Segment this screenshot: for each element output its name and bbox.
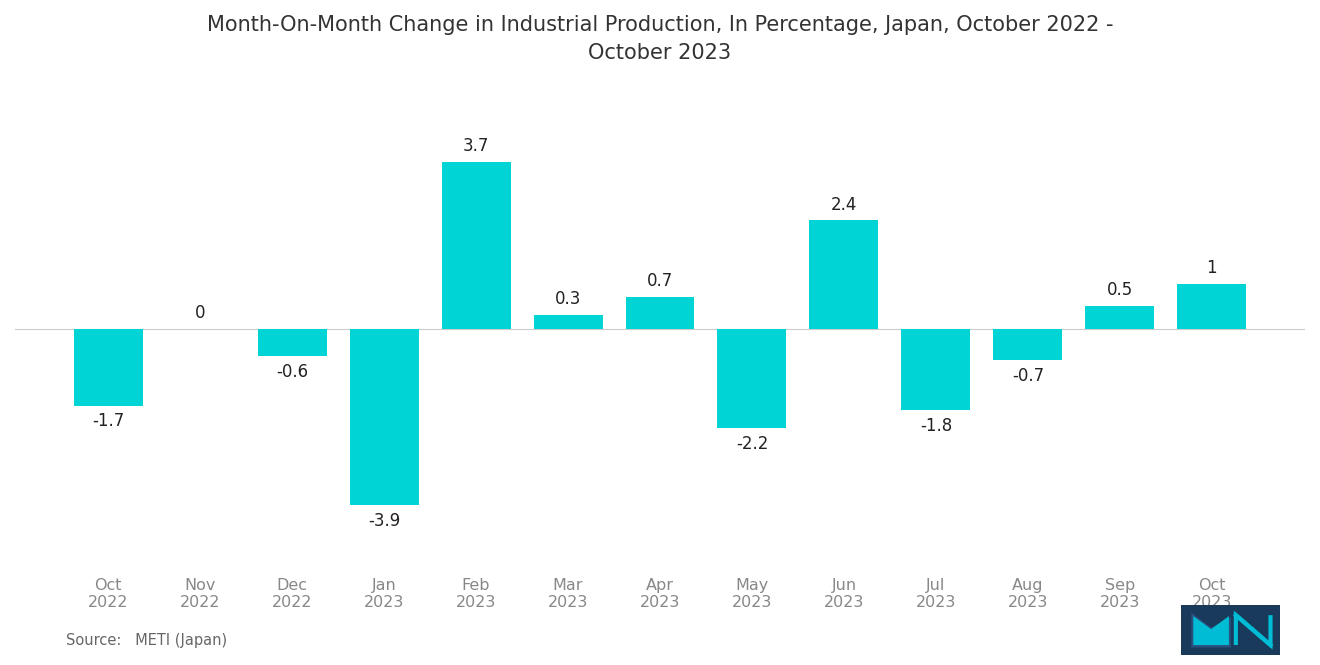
Text: -2.2: -2.2 <box>735 435 768 453</box>
Bar <box>74 329 143 406</box>
Text: 2.4: 2.4 <box>830 196 857 213</box>
Bar <box>994 329 1063 360</box>
Polygon shape <box>1192 612 1232 648</box>
Text: -1.7: -1.7 <box>92 412 124 430</box>
Text: -0.6: -0.6 <box>276 362 308 380</box>
Text: -0.7: -0.7 <box>1012 367 1044 385</box>
Bar <box>902 329 970 410</box>
Bar <box>442 162 511 329</box>
Text: Source:   METI (Japan): Source: METI (Japan) <box>66 633 227 648</box>
Bar <box>533 315 602 329</box>
Text: 0: 0 <box>195 304 206 322</box>
Text: -3.9: -3.9 <box>368 512 400 530</box>
Text: 1: 1 <box>1206 259 1217 277</box>
Text: 0.5: 0.5 <box>1106 281 1133 299</box>
Bar <box>257 329 326 356</box>
Text: 0.3: 0.3 <box>554 291 581 309</box>
Bar <box>809 220 878 329</box>
Text: -1.8: -1.8 <box>920 417 952 435</box>
Bar <box>626 297 694 329</box>
Polygon shape <box>1193 616 1229 645</box>
Bar <box>718 329 787 428</box>
Bar <box>1085 306 1155 329</box>
Text: 3.7: 3.7 <box>463 137 490 155</box>
Title: Month-On-Month Change in Industrial Production, In Percentage, Japan, October 20: Month-On-Month Change in Industrial Prod… <box>207 15 1113 63</box>
Text: 0.7: 0.7 <box>647 273 673 291</box>
Bar <box>350 329 418 505</box>
Bar <box>1177 283 1246 329</box>
